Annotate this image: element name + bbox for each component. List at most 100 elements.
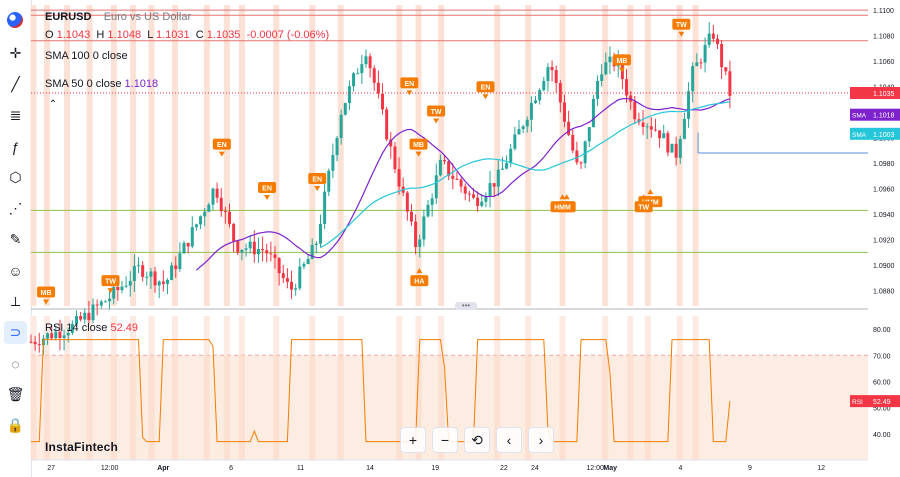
candle [37,344,41,346]
pane-resize-handle[interactable]: ••• [455,302,477,310]
candle [343,103,347,115]
candle [132,266,136,281]
marker-box [550,201,575,213]
pattern-marker: TW [101,275,120,294]
candle [294,288,298,290]
emoji-icon[interactable]: ☺ [8,262,23,279]
highlight-stripe [148,5,155,306]
candle [596,81,600,99]
price-tick: 1.0980 [873,161,895,168]
candle [265,250,269,254]
pattern-icon[interactable]: ⋰ [8,200,23,216]
pattern-marker: TW [672,18,691,37]
highlight-stripe [43,316,50,460]
badge-name: SMA [852,132,867,139]
marker-label: MB [41,290,52,297]
lock-icon[interactable]: 🔒 [6,417,25,433]
zoom-in-button[interactable]: + [400,427,426,453]
marker-box [672,18,691,30]
candles-group [29,22,732,356]
trash-icon[interactable]: 🗑 [6,386,25,402]
shape-icon[interactable]: ⬡ [9,169,22,185]
candle [728,71,732,96]
pattern-marker: HA [410,268,429,287]
collapse-legend-button[interactable]: ⌃ [48,99,58,110]
candle [471,194,475,198]
candle [525,119,529,127]
candle [79,316,83,320]
close-label: C [195,29,204,41]
drawing-toolbar: ✛ ╱ ≣ ƒ ⬡ ⋰ ✎ ☺ ⟂ ⊃ ◌ 🗑 🔒 [0,0,32,477]
badge-value: 1.1003 [873,132,895,139]
candle [542,81,546,91]
candle [567,121,571,135]
sma100-legend[interactable]: SMA 100 0 close [45,50,128,62]
sma50-line [196,97,731,271]
app-logo-icon [7,12,23,28]
candle [414,221,418,247]
candle [604,62,608,75]
candle [674,143,678,158]
sma50-legend[interactable]: SMA 50 0 close 1.1018 [45,78,158,90]
marker-box [410,275,429,287]
marker-arrow [647,189,654,195]
zoom-out-button[interactable]: − [432,427,458,453]
scroll-right-button[interactable]: › [528,427,554,453]
scroll-left-button[interactable]: ‹ [496,427,522,453]
trend-line-icon[interactable]: ╱ [11,76,20,92]
sma50-value: 1.1018 [124,78,159,90]
pattern-marker: MB [409,138,428,157]
crosshair-icon[interactable]: ✛ [9,45,22,61]
time-tick: 11 [297,465,304,472]
pitchfork-icon[interactable]: ƒ [11,138,20,155]
highlight-stripe [644,5,651,306]
badge-value: 1.1018 [873,113,895,120]
symbol-name[interactable]: EURUSD [45,11,92,23]
price-tick: 1.1060 [873,59,895,66]
candle [554,70,558,84]
candle [372,68,376,83]
time-tick: 9 [748,465,752,472]
marker-box [258,181,277,193]
last-price-badge: 1.1035 [850,87,900,100]
candle [711,33,715,39]
reset-button[interactable]: ⟲ [464,427,490,453]
measure-icon[interactable]: ⟂ [10,293,21,309]
highlight-stripe [525,5,532,306]
candle [95,304,99,306]
rsi-tick: 40.00 [873,432,891,439]
marker-arrow [264,194,271,200]
brush-icon[interactable]: ✎ [9,231,22,247]
magnet-icon[interactable]: ⊃ [4,321,27,344]
time-tick: 27 [47,465,55,472]
pattern-marker: EN [476,81,495,100]
rsi-line [31,339,731,443]
highlight-stripe [438,5,445,306]
hide-drawings-icon[interactable]: ◌ [11,355,20,372]
candle [62,335,66,339]
marker-label: TW [676,22,687,29]
candle [385,109,389,140]
fib-icon[interactable]: ≣ [9,107,22,123]
marker-box [101,275,120,287]
candle [50,333,54,339]
highlight-stripe [130,5,137,306]
rsi-badge: RSI 52.49 [850,395,900,408]
highlight-stripe [438,316,445,460]
low-label: L [147,29,153,41]
high-value: 1.1048 [107,29,142,41]
time-tick: 6 [229,465,233,472]
rsi-legend[interactable]: RSI 14 close 52.49 [45,322,138,334]
candle [707,33,711,45]
candle [376,82,380,94]
candle [534,100,538,104]
candle [112,287,116,299]
highlight-stripe [692,316,699,460]
rsi-value: 52.49 [110,322,138,334]
marker-box [476,81,495,93]
candle [538,90,542,101]
candle [352,73,356,87]
highlight-stripe [692,5,699,306]
candle [314,243,318,246]
